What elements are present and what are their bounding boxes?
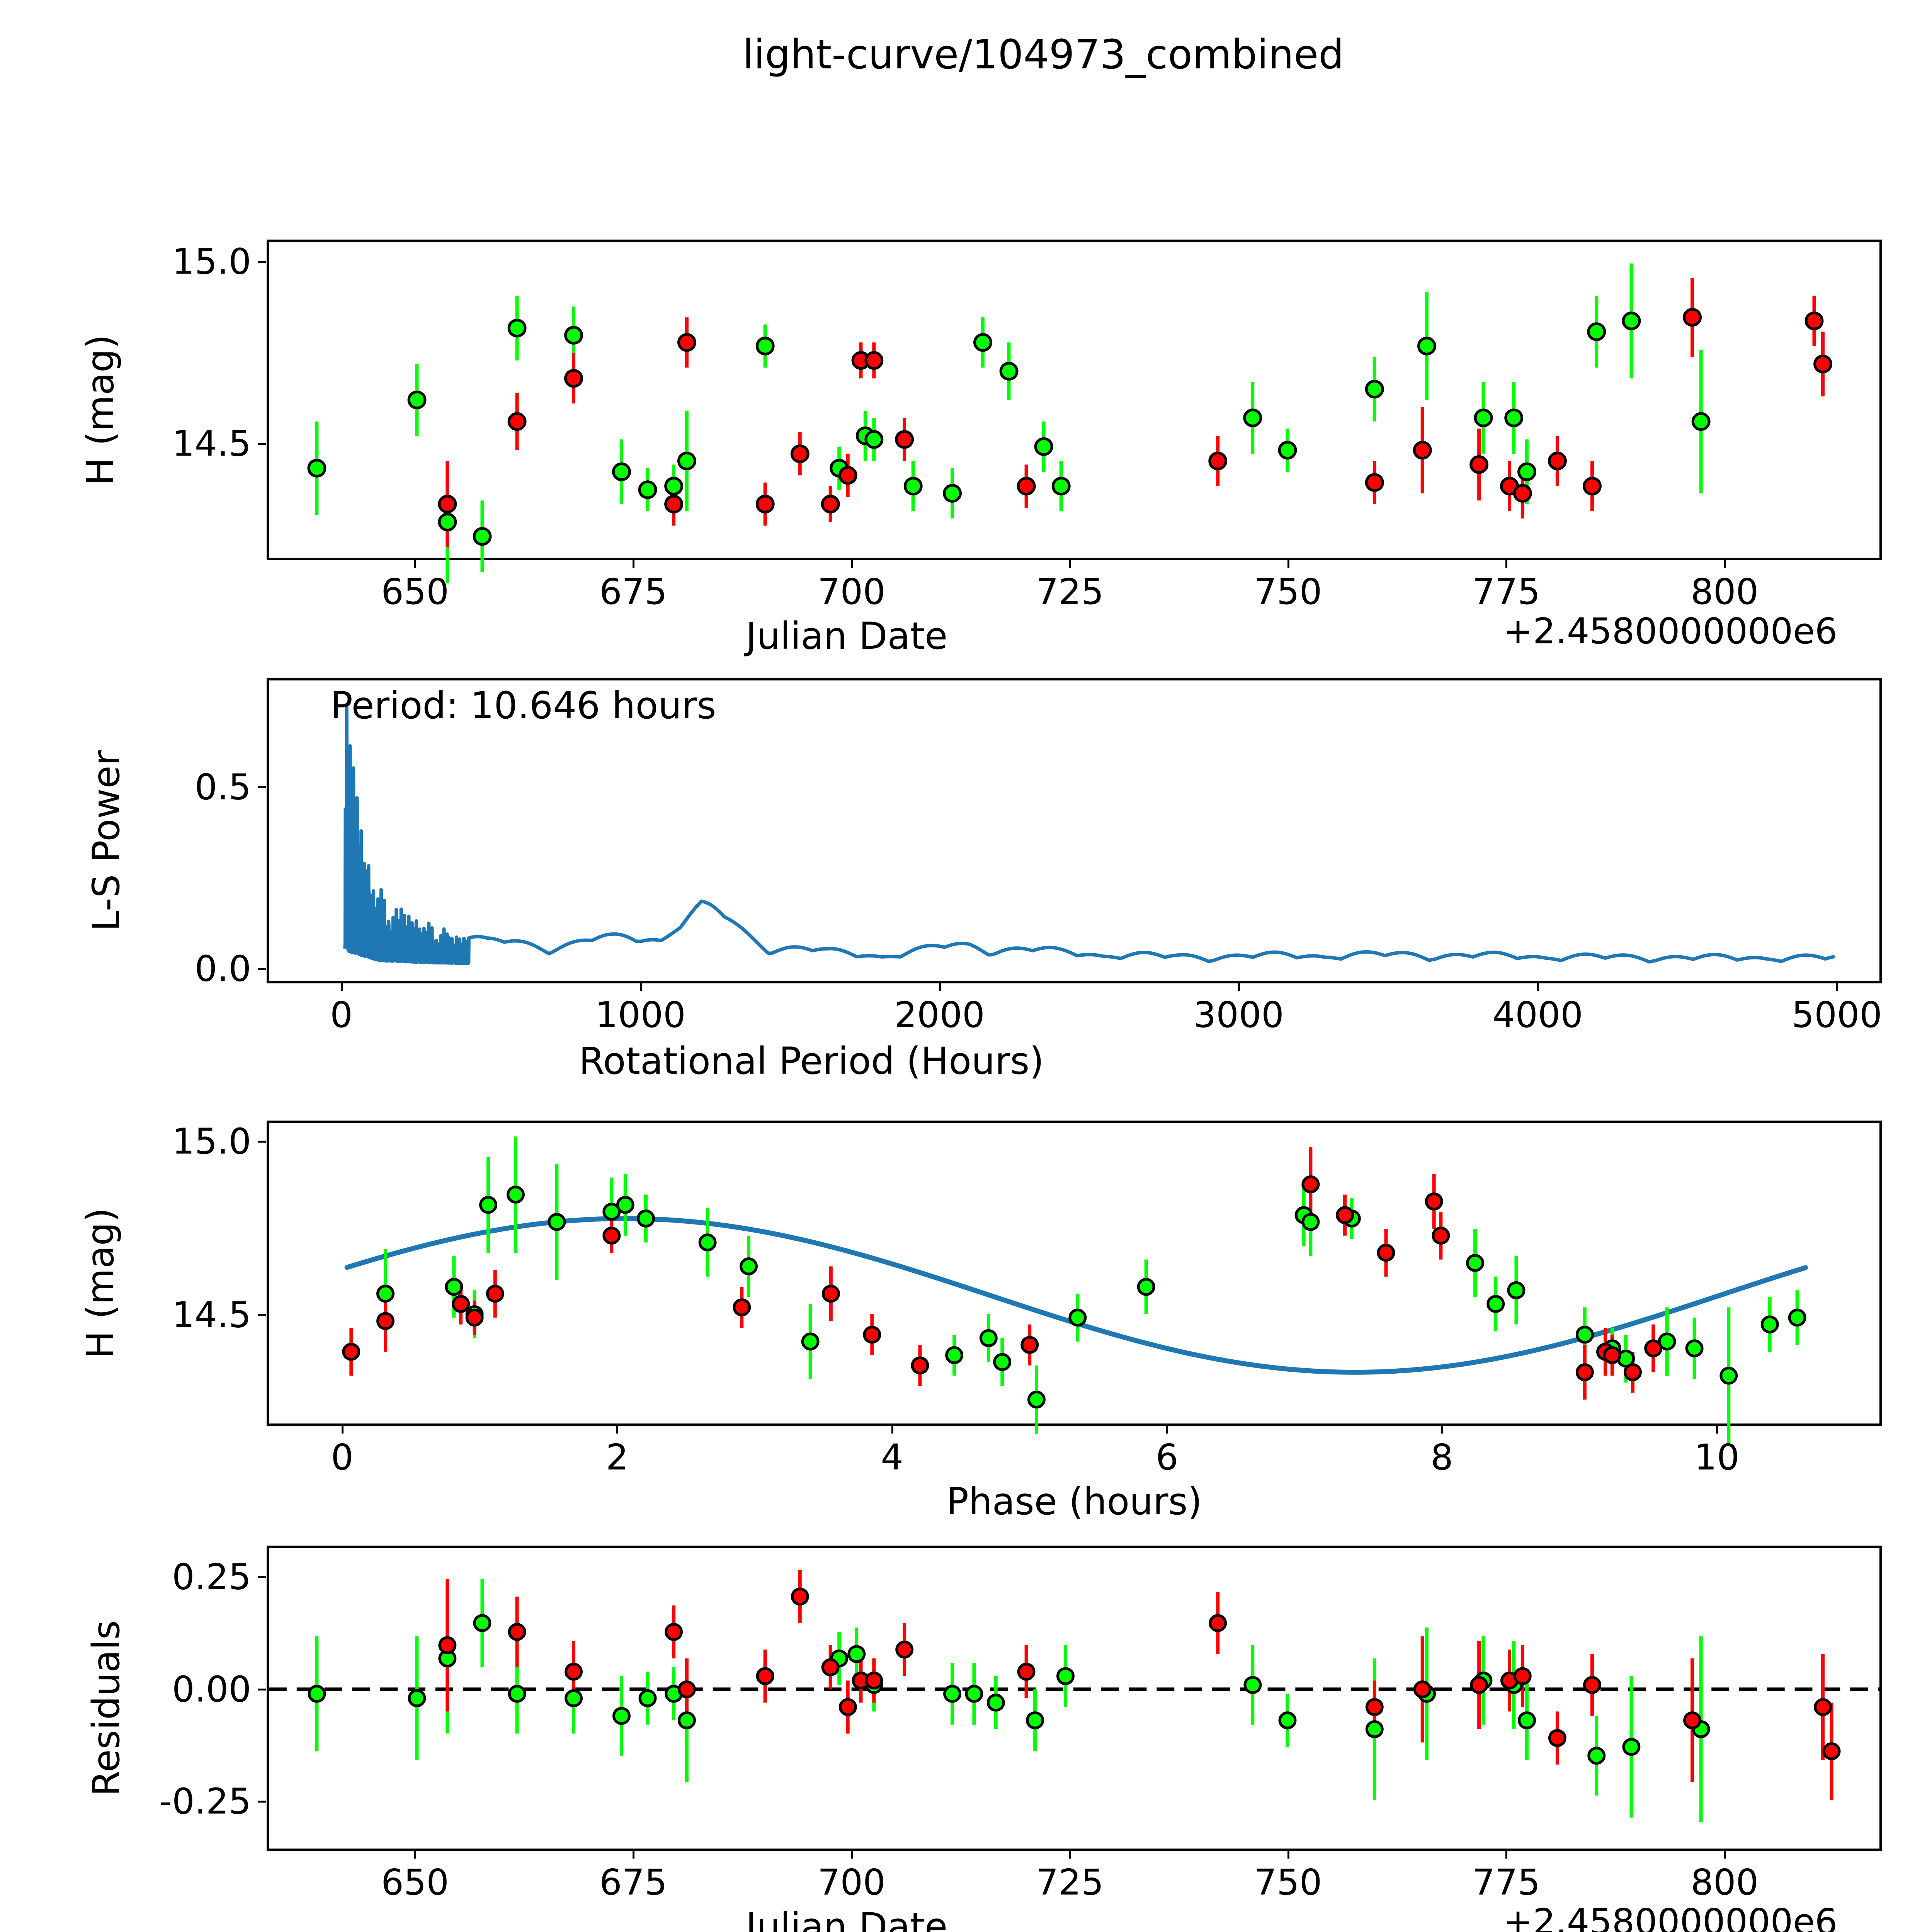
phase-ylabel: H (mag) <box>79 1208 122 1359</box>
lightcurve-xtick-6: 800 <box>1690 571 1759 612</box>
lightcurve-xtick-2: 700 <box>818 571 886 612</box>
residuals-xtickmark-5 <box>1505 1851 1508 1859</box>
residuals-ytickmark-1 <box>258 1688 266 1690</box>
lightcurve-xtick-0: 650 <box>381 571 449 612</box>
periodogram-ytick-1: 0.5 <box>194 766 251 808</box>
phase-xtick-3: 6 <box>1155 1437 1179 1478</box>
lightcurve-xtickmark-2 <box>850 560 853 568</box>
phase-xtick-4: 8 <box>1430 1437 1453 1478</box>
lightcurve-xtickmark-5 <box>1505 560 1508 568</box>
residuals-xtickmark-3 <box>1069 1851 1071 1859</box>
lightcurve-xtick-1: 675 <box>599 571 667 612</box>
phase-xtick-2: 4 <box>881 1437 903 1478</box>
phase-xtick-5: 10 <box>1694 1437 1740 1478</box>
light-curve-plot-area <box>307 263 1832 583</box>
periodogram-axes <box>267 678 1882 983</box>
phase-xtickmark-3 <box>1166 1426 1168 1434</box>
residuals-xtick-0: 650 <box>381 1862 449 1903</box>
periodogram-xtick-3: 3000 <box>1193 994 1284 1036</box>
light-curve-xlabel: Julian Date <box>746 614 948 658</box>
periodogram-xtickmark-4 <box>1537 983 1539 991</box>
light-curve-x-offset-text: +2.4580000000e6 <box>1503 611 1838 652</box>
lightcurve-xtick-4: 750 <box>1254 571 1322 612</box>
phase-xtick-0: 0 <box>331 1437 354 1478</box>
periodogram-xtickmark-1 <box>639 983 642 991</box>
phase-xtickmark-4 <box>1441 1426 1443 1434</box>
residuals-xtick-1: 675 <box>599 1862 667 1903</box>
residuals-ylabel: Residuals <box>85 1620 128 1796</box>
residuals-xtick-4: 750 <box>1254 1862 1322 1903</box>
lightcurve-xtickmark-3 <box>1069 560 1071 568</box>
residuals-axes <box>267 1546 1882 1851</box>
periodogram-xtickmark-3 <box>1238 983 1240 991</box>
period-annotation: Period: 10.646 hours <box>330 684 716 727</box>
light-curve-ylabel: H (mag) <box>79 334 122 486</box>
residuals-xtick-5: 775 <box>1472 1862 1541 1903</box>
residuals-x-offset-text: +2.4580000000e6 <box>1503 1901 1838 1932</box>
residuals-xtickmark-6 <box>1724 1851 1726 1859</box>
periodogram-xtick-4: 4000 <box>1492 994 1583 1036</box>
light-curve-axes <box>267 240 1882 583</box>
residuals-plot-area <box>269 1570 1879 1822</box>
residuals-xlabel: Julian Date <box>746 1905 948 1932</box>
residuals-xtickmark-2 <box>850 1851 853 1859</box>
phase-xtick-1: 2 <box>605 1437 629 1478</box>
lightcurve-xtickmark-1 <box>632 560 634 568</box>
periodogram-xtickmark-5 <box>1836 983 1838 991</box>
phase-ytick-0: 14.5 <box>172 1294 251 1336</box>
panel-phase-folded <box>267 1121 1882 1444</box>
periodogram-ytick-0: 0.0 <box>194 948 251 990</box>
residuals-xtickmark-0 <box>414 1851 417 1859</box>
lightcurve-xtickmark-4 <box>1287 560 1289 568</box>
phase-ytickmark-0 <box>258 1314 266 1316</box>
panel-periodogram <box>267 678 1882 983</box>
residuals-ytick-0: -0.25 <box>159 1781 251 1822</box>
lightcurve-xtick-3: 725 <box>1036 571 1104 612</box>
phase-folded-axes <box>267 1121 1882 1444</box>
lightcurve-xtickmark-6 <box>1724 560 1726 568</box>
periodogram-xlabel: Rotational Period (Hours) <box>579 1039 1044 1083</box>
periodogram-xtickmark-0 <box>340 983 343 991</box>
phase-xtickmark-2 <box>891 1426 893 1434</box>
phase-xlabel: Phase (hours) <box>946 1480 1202 1523</box>
lightcurve-ytick-1: 15.0 <box>172 241 251 282</box>
lightcurve-xtick-5: 775 <box>1472 571 1541 612</box>
residuals-xtick-6: 800 <box>1690 1862 1759 1903</box>
lightcurve-ytickmark-1 <box>258 260 266 263</box>
phase-xtickmark-5 <box>1716 1426 1718 1434</box>
periodogram-ytickmark-1 <box>258 786 266 789</box>
periodogram-xtick-1: 1000 <box>595 994 686 1036</box>
phase-ytickmark-1 <box>258 1140 266 1143</box>
periodogram-xtickmark-2 <box>939 983 941 991</box>
phase-folded-plot-area <box>342 1136 1808 1444</box>
residuals-ytick-2: 0.25 <box>172 1556 251 1598</box>
figure-title: light-curve/104973_combined <box>742 31 1344 78</box>
periodogram-ylabel: L-S Power <box>85 750 128 932</box>
lightcurve-xtickmark-0 <box>414 560 417 568</box>
residuals-xtick-2: 700 <box>818 1862 886 1903</box>
panel-light-curve <box>267 240 1882 583</box>
phase-xtickmark-0 <box>341 1426 344 1434</box>
residuals-xtick-3: 725 <box>1036 1862 1104 1903</box>
residuals-ytickmark-0 <box>258 1801 266 1803</box>
lightcurve-ytickmark-0 <box>258 443 266 445</box>
residuals-ytickmark-2 <box>258 1576 266 1578</box>
periodogram-xtick-2: 2000 <box>894 994 985 1036</box>
phase-ytick-1: 15.0 <box>172 1121 251 1162</box>
panel-residuals <box>267 1546 1882 1851</box>
residuals-xtickmark-4 <box>1287 1851 1289 1859</box>
periodogram-ytickmark-0 <box>258 968 266 970</box>
residuals-ytick-1: 0.00 <box>172 1668 251 1710</box>
phase-xtickmark-1 <box>616 1426 619 1434</box>
lightcurve-ytick-0: 14.5 <box>172 423 251 464</box>
periodogram-plot-area <box>343 706 1837 965</box>
periodogram-xtick-5: 5000 <box>1791 994 1882 1036</box>
periodogram-xtick-0: 0 <box>330 994 353 1036</box>
residuals-xtickmark-1 <box>632 1851 634 1859</box>
